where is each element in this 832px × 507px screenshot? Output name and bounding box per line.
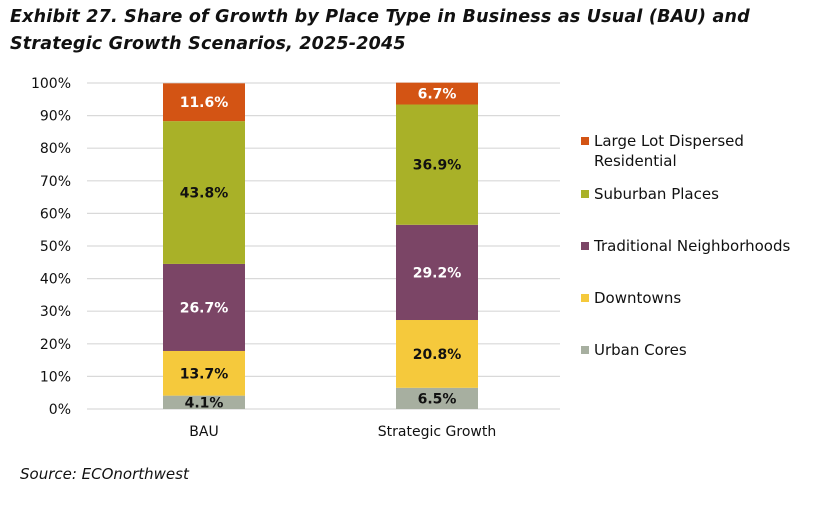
data-label: 13.7% xyxy=(180,366,229,382)
y-tick-label: 100% xyxy=(31,76,71,92)
bar-segment xyxy=(396,82,478,105)
y-tick-label: 40% xyxy=(40,272,71,288)
legend-swatch xyxy=(581,294,589,302)
y-tick-label: 70% xyxy=(40,174,71,190)
source-note: Source: ECOnorthwest xyxy=(20,465,189,483)
bar-segment xyxy=(163,263,245,351)
bar-segment xyxy=(396,387,478,409)
data-label: 29.2% xyxy=(413,265,462,281)
y-tick-label: 80% xyxy=(40,141,71,157)
chart-title-line-1: Exhibit 27. Share of Growth by Place Typ… xyxy=(10,7,750,27)
y-tick-label: 20% xyxy=(40,337,71,353)
bar-segment xyxy=(396,104,478,225)
data-label: 4.1% xyxy=(185,395,224,411)
data-label: 36.9% xyxy=(413,158,462,174)
data-label: 26.7% xyxy=(180,300,229,316)
y-tick-label: 10% xyxy=(40,369,71,385)
y-tick-label: 0% xyxy=(49,402,71,418)
y-tick-label: 90% xyxy=(40,109,71,125)
legend-label: Urban Cores xyxy=(594,341,687,359)
legend-label: Suburban Places xyxy=(594,185,719,203)
bar-segment xyxy=(396,224,478,321)
legend-swatch xyxy=(581,137,589,145)
chart-title: Exhibit 27. Share of Growth by Place Typ… xyxy=(10,4,750,58)
legend-label: Residential xyxy=(594,152,677,170)
legend-label: Traditional Neighborhoods xyxy=(593,237,790,255)
legend-swatch xyxy=(581,242,589,250)
data-label: 20.8% xyxy=(413,347,462,363)
bar-segment xyxy=(163,350,245,396)
y-tick-label: 60% xyxy=(40,206,71,222)
legend-swatch xyxy=(581,346,589,354)
bar-segment xyxy=(163,83,245,122)
data-label: 6.5% xyxy=(418,391,457,407)
data-label: 6.7% xyxy=(418,87,457,103)
data-label: 11.6% xyxy=(180,95,229,111)
legend-label: Large Lot Dispersed xyxy=(594,132,744,150)
data-label: 43.8% xyxy=(180,186,229,202)
x-tick-label: Strategic Growth xyxy=(378,424,496,440)
bar-segment xyxy=(163,395,245,409)
legend-swatch xyxy=(581,190,589,198)
bar-segment xyxy=(396,320,478,388)
bar-segment xyxy=(163,121,245,264)
y-tick-label: 30% xyxy=(40,304,71,320)
x-tick-label: BAU xyxy=(189,424,218,440)
legend-label: Downtowns xyxy=(594,289,681,307)
y-tick-label: 50% xyxy=(40,239,71,255)
chart-title-line-2: Strategic Growth Scenarios, 2025-2045 xyxy=(10,34,406,54)
